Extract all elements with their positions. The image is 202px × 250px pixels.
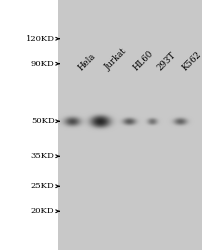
Text: 120KD: 120KD [25,35,55,43]
Text: K562: K562 [181,50,202,72]
Text: 293T: 293T [156,50,178,72]
Text: 20KD: 20KD [31,207,55,215]
Text: 35KD: 35KD [31,152,55,160]
Text: 90KD: 90KD [31,60,55,68]
Text: HL60: HL60 [131,49,155,72]
Text: 50KD: 50KD [31,117,55,125]
Text: 25KD: 25KD [31,182,55,190]
Text: Hela: Hela [76,52,97,72]
Bar [58,0,202,250]
Text: Jurkat: Jurkat [104,47,129,72]
